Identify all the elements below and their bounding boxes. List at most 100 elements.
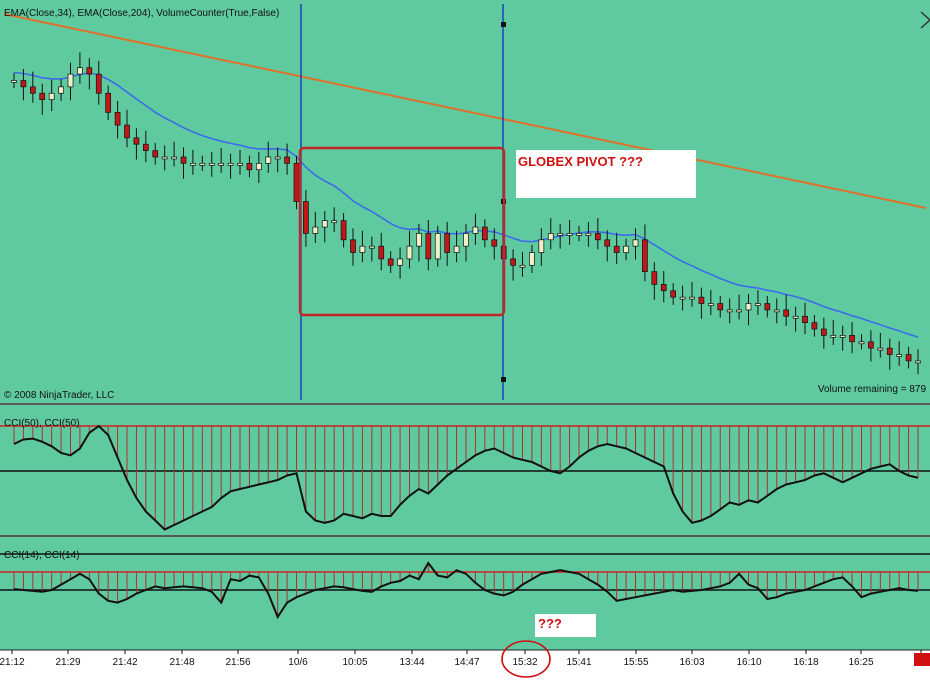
last-time-marker: [914, 653, 930, 666]
x-tick-label: 21:56: [225, 657, 250, 668]
candle-body: [124, 124, 130, 139]
candle-body: [246, 162, 253, 171]
candle-body: [811, 322, 818, 330]
candle-body: [689, 296, 695, 300]
candle-body: [726, 309, 733, 313]
candle-body: [416, 233, 422, 247]
globex-pivot-label-bg: [516, 150, 696, 198]
session-line-handle-top[interactable]: [501, 22, 506, 27]
corner-arrow-icon[interactable]: [920, 11, 930, 29]
candle-body: [529, 252, 535, 266]
highlighted-tick-circle: [501, 640, 551, 678]
candle-body: [745, 303, 752, 311]
candle-body: [510, 258, 516, 266]
candle-body: [717, 303, 724, 311]
question-label: ???: [538, 616, 562, 631]
candle-body: [651, 271, 658, 285]
candle-body: [284, 156, 290, 164]
candle-body: [886, 347, 893, 355]
candle-body: [11, 80, 17, 83]
candle-body: [86, 67, 93, 75]
x-tick-label: 21:29: [55, 657, 80, 668]
candle-body: [227, 162, 234, 166]
x-tick-label: 16:03: [679, 657, 704, 668]
candle-body: [802, 315, 808, 323]
candle-body: [77, 67, 83, 75]
candle-body: [397, 258, 403, 266]
price-layer: [3, 13, 927, 375]
copyright-text: © 2008 NinjaTrader, LLC: [4, 390, 114, 401]
candle-body: [444, 233, 451, 253]
cci50-panel-bg[interactable]: [0, 405, 930, 535]
candle-body: [642, 239, 648, 273]
candle-body: [434, 233, 441, 260]
indicator-legend: EMA(Close,34), EMA(Close,204), VolumeCou…: [4, 8, 279, 19]
time-axis-bg: [0, 650, 930, 679]
x-tick-label: 21:42: [112, 657, 137, 668]
candle-body: [613, 245, 620, 253]
candle-body: [378, 245, 385, 260]
candle-body: [660, 284, 667, 292]
x-tick-label: 15:41: [566, 657, 591, 668]
candle-body: [594, 233, 601, 241]
candle-body: [142, 143, 149, 151]
candle-body: [830, 335, 837, 338]
candle-body: [208, 162, 215, 166]
candle-body: [679, 296, 686, 300]
cci14-panel-bg[interactable]: [0, 537, 930, 650]
candle-body: [20, 80, 27, 88]
candle-body: [171, 156, 177, 160]
candle-body: [58, 86, 64, 94]
candle-body: [387, 258, 394, 266]
candle-body: [905, 354, 912, 362]
candle-body: [350, 239, 356, 253]
candle-body: [792, 315, 799, 319]
x-tick-label: 16:25: [848, 657, 873, 668]
price-panel-bg[interactable]: [0, 0, 930, 403]
question-label-bg: [535, 614, 596, 637]
candle-body: [95, 73, 102, 94]
candle-body: [576, 233, 582, 236]
ema204-line: [3, 13, 927, 209]
x-tick-label: 21:48: [169, 657, 194, 668]
candle-body: [425, 233, 432, 260]
cci14-label: CCI(14), CCI(14): [4, 550, 80, 561]
candle-body: [839, 335, 846, 338]
candle-body: [312, 226, 319, 234]
candle-body: [736, 309, 742, 313]
candle-body: [773, 309, 780, 313]
candle-body: [519, 264, 526, 268]
candle-body: [547, 233, 554, 241]
cci14-layer: [0, 553, 930, 620]
candle-body: [161, 156, 168, 160]
candle-body: [698, 296, 705, 304]
pivot-zone-box[interactable]: [298, 146, 506, 317]
candle-body: [481, 226, 488, 241]
candle-body: [406, 245, 413, 260]
candle-body: [331, 220, 338, 224]
candle-body: [820, 328, 827, 336]
candle-body: [849, 335, 855, 343]
x-tick-label: 16:10: [736, 657, 761, 668]
candle-body: [755, 303, 761, 306]
volume-remaining: Volume remaining = 879: [818, 384, 927, 395]
candle-body: [199, 162, 206, 166]
cci-line: [13, 424, 919, 531]
candle-body: [623, 245, 629, 253]
x-tick-label: 10:05: [342, 657, 367, 668]
session-line-handle-bottom[interactable]: [501, 377, 506, 382]
candle-body: [453, 245, 460, 253]
candle-body: [67, 73, 74, 88]
candle-body: [39, 92, 46, 100]
candle-body: [764, 303, 771, 311]
candle-body: [557, 233, 564, 236]
candle-body: [359, 245, 366, 253]
candle-body: [114, 112, 121, 126]
candle-body: [293, 162, 300, 202]
candle-body: [48, 92, 55, 100]
x-tick-label: 13:44: [399, 657, 424, 668]
candle-body: [604, 239, 611, 247]
candle-body: [190, 162, 196, 166]
candle-body: [274, 156, 281, 160]
